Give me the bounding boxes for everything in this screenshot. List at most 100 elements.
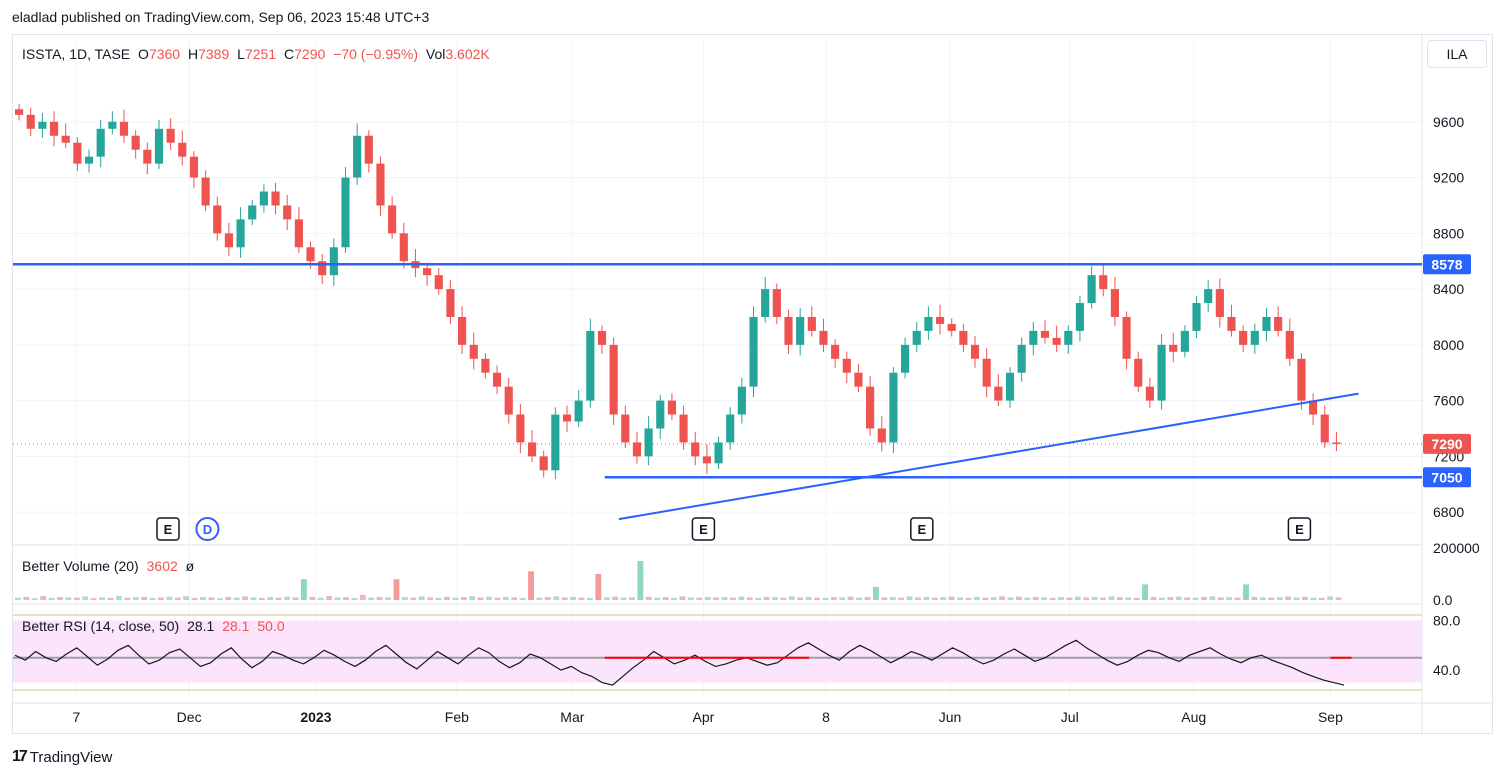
candle-body: [1157, 344, 1166, 401]
volume-bar: [629, 597, 635, 600]
rsi-legend: Better RSI (14, close, 50) 28.1 28.1 50.…: [22, 618, 289, 634]
rsi-band: [13, 620, 1422, 683]
currency-button[interactable]: ILA: [1427, 40, 1487, 68]
volume-bar: [351, 597, 358, 600]
legend-vol-label: Vol: [425, 46, 446, 62]
candle-body: [201, 177, 210, 206]
candle-body: [784, 316, 793, 345]
volume-bar: [1125, 597, 1132, 600]
earnings-marker: [691, 517, 716, 541]
candle-body: [96, 128, 105, 157]
x-tick-label: Jun: [939, 709, 962, 725]
candle-body: [749, 316, 758, 387]
candle-body: [667, 400, 677, 415]
volume-bar: [115, 595, 122, 600]
candle-body: [935, 316, 945, 324]
volume-bar: [65, 597, 72, 600]
volume-bar: [275, 597, 282, 600]
y-tick-label: 9600: [1433, 114, 1464, 130]
footer-brand: TradingView: [29, 748, 113, 766]
volume-bar: [359, 594, 366, 600]
volume-bar: [57, 597, 63, 600]
volume-bar: [326, 596, 333, 600]
volume-bar: [772, 597, 778, 600]
volume-bar: [216, 598, 223, 600]
price-label-bg: [1423, 254, 1471, 275]
volume-bar: [1100, 597, 1106, 600]
volume-bar: [1251, 596, 1258, 600]
legend-close-label: C: [284, 46, 295, 62]
volume-bar: [788, 596, 795, 600]
candle-body: [458, 316, 467, 345]
candle-body: [364, 135, 373, 164]
x-tick-label: 7: [73, 709, 81, 725]
x-tick-label: 8: [822, 709, 830, 725]
legend-vol-value: 3.602K: [445, 46, 490, 62]
candle-body: [621, 414, 630, 443]
trendline: [618, 392, 1359, 521]
volume-legend-extra: ø: [185, 558, 195, 574]
volume-bar: [1184, 597, 1191, 600]
volume-bar: [931, 597, 938, 600]
candle-body: [49, 121, 59, 136]
volume-bar: [376, 596, 383, 600]
volume-bar: [284, 596, 291, 600]
volume-bar: [1209, 596, 1216, 600]
candle-body: [1274, 316, 1283, 331]
candle-body: [994, 386, 1003, 401]
earnings-marker: [1287, 517, 1312, 541]
candle-body: [248, 205, 257, 220]
volume-bar: [343, 597, 349, 600]
legend-high-value: 7389: [198, 46, 230, 62]
x-tick-label: Feb: [445, 709, 469, 725]
candle-body: [1029, 330, 1038, 345]
candle-body: [399, 233, 408, 262]
volume-bar: [242, 596, 248, 600]
volume-bar: [233, 597, 240, 600]
candle-body: [1250, 330, 1259, 345]
candle-body: [959, 330, 968, 345]
legend-open-value: 7360: [148, 46, 181, 62]
candle-body: [26, 114, 35, 129]
volume-tick-label: 200000: [1433, 540, 1480, 556]
volume-legend-name: Better Volume (20): [22, 558, 139, 574]
volume-bar: [645, 596, 652, 600]
volume-bar: [452, 597, 459, 600]
volume-bar: [687, 597, 694, 600]
candle-body: [166, 128, 175, 143]
price-label: 7050: [1431, 469, 1462, 485]
volume-tick-label: 0.0: [1433, 592, 1453, 608]
candle-body: [481, 358, 490, 373]
publisher-text: eladlad published on TradingView.com, Se…: [12, 9, 430, 25]
candle-body: [492, 372, 502, 387]
candle-body: [1040, 330, 1050, 338]
candle-body: [1320, 414, 1329, 443]
volume-bar: [713, 597, 720, 600]
candle-body: [434, 275, 443, 290]
volume-bar: [309, 596, 316, 600]
candle-body: [469, 344, 478, 359]
volume-bar: [1049, 597, 1056, 600]
candle-body: [866, 386, 875, 429]
candle-body: [1204, 289, 1213, 304]
volume-bar: [48, 597, 55, 600]
volume-bar: [973, 596, 980, 600]
legend-low-value: 7251: [244, 46, 277, 62]
candle-body: [108, 121, 117, 129]
legend-close-value: 7290: [294, 46, 326, 62]
candle-body: [772, 289, 781, 317]
volume-bar: [1327, 596, 1334, 600]
candle-body: [306, 247, 315, 262]
volume-bar: [1083, 597, 1090, 600]
candle-body: [178, 142, 187, 157]
candle-body: [73, 142, 82, 164]
price-label-bg: [1423, 467, 1471, 488]
volume-bar: [1024, 597, 1031, 600]
candle-body: [539, 456, 548, 471]
candle-body: [1122, 316, 1131, 359]
event-label: E: [1295, 522, 1304, 537]
tradingview-footer[interactable]: 17 TradingView: [12, 748, 112, 766]
candle-body: [38, 121, 47, 129]
legend-low-label: L: [237, 46, 245, 62]
